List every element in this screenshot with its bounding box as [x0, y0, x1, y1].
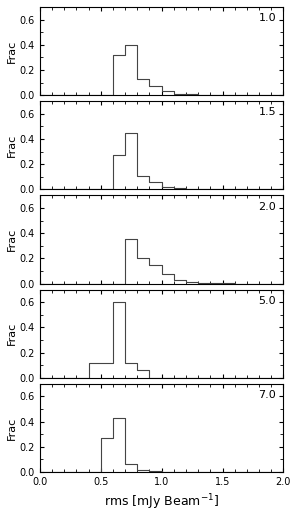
- Y-axis label: Frac: Frac: [7, 228, 17, 251]
- Text: 1.5: 1.5: [258, 107, 276, 117]
- Y-axis label: Frac: Frac: [7, 134, 17, 157]
- Text: 1.0: 1.0: [258, 13, 276, 23]
- Text: 5.0: 5.0: [258, 296, 276, 306]
- Y-axis label: Frac: Frac: [7, 416, 17, 440]
- Text: 2.0: 2.0: [258, 201, 276, 212]
- Y-axis label: Frac: Frac: [7, 322, 17, 345]
- Y-axis label: Frac: Frac: [7, 39, 17, 63]
- Text: 7.0: 7.0: [258, 390, 276, 400]
- X-axis label: rms [mJy Beam$^{-1}$]: rms [mJy Beam$^{-1}$]: [104, 493, 219, 512]
